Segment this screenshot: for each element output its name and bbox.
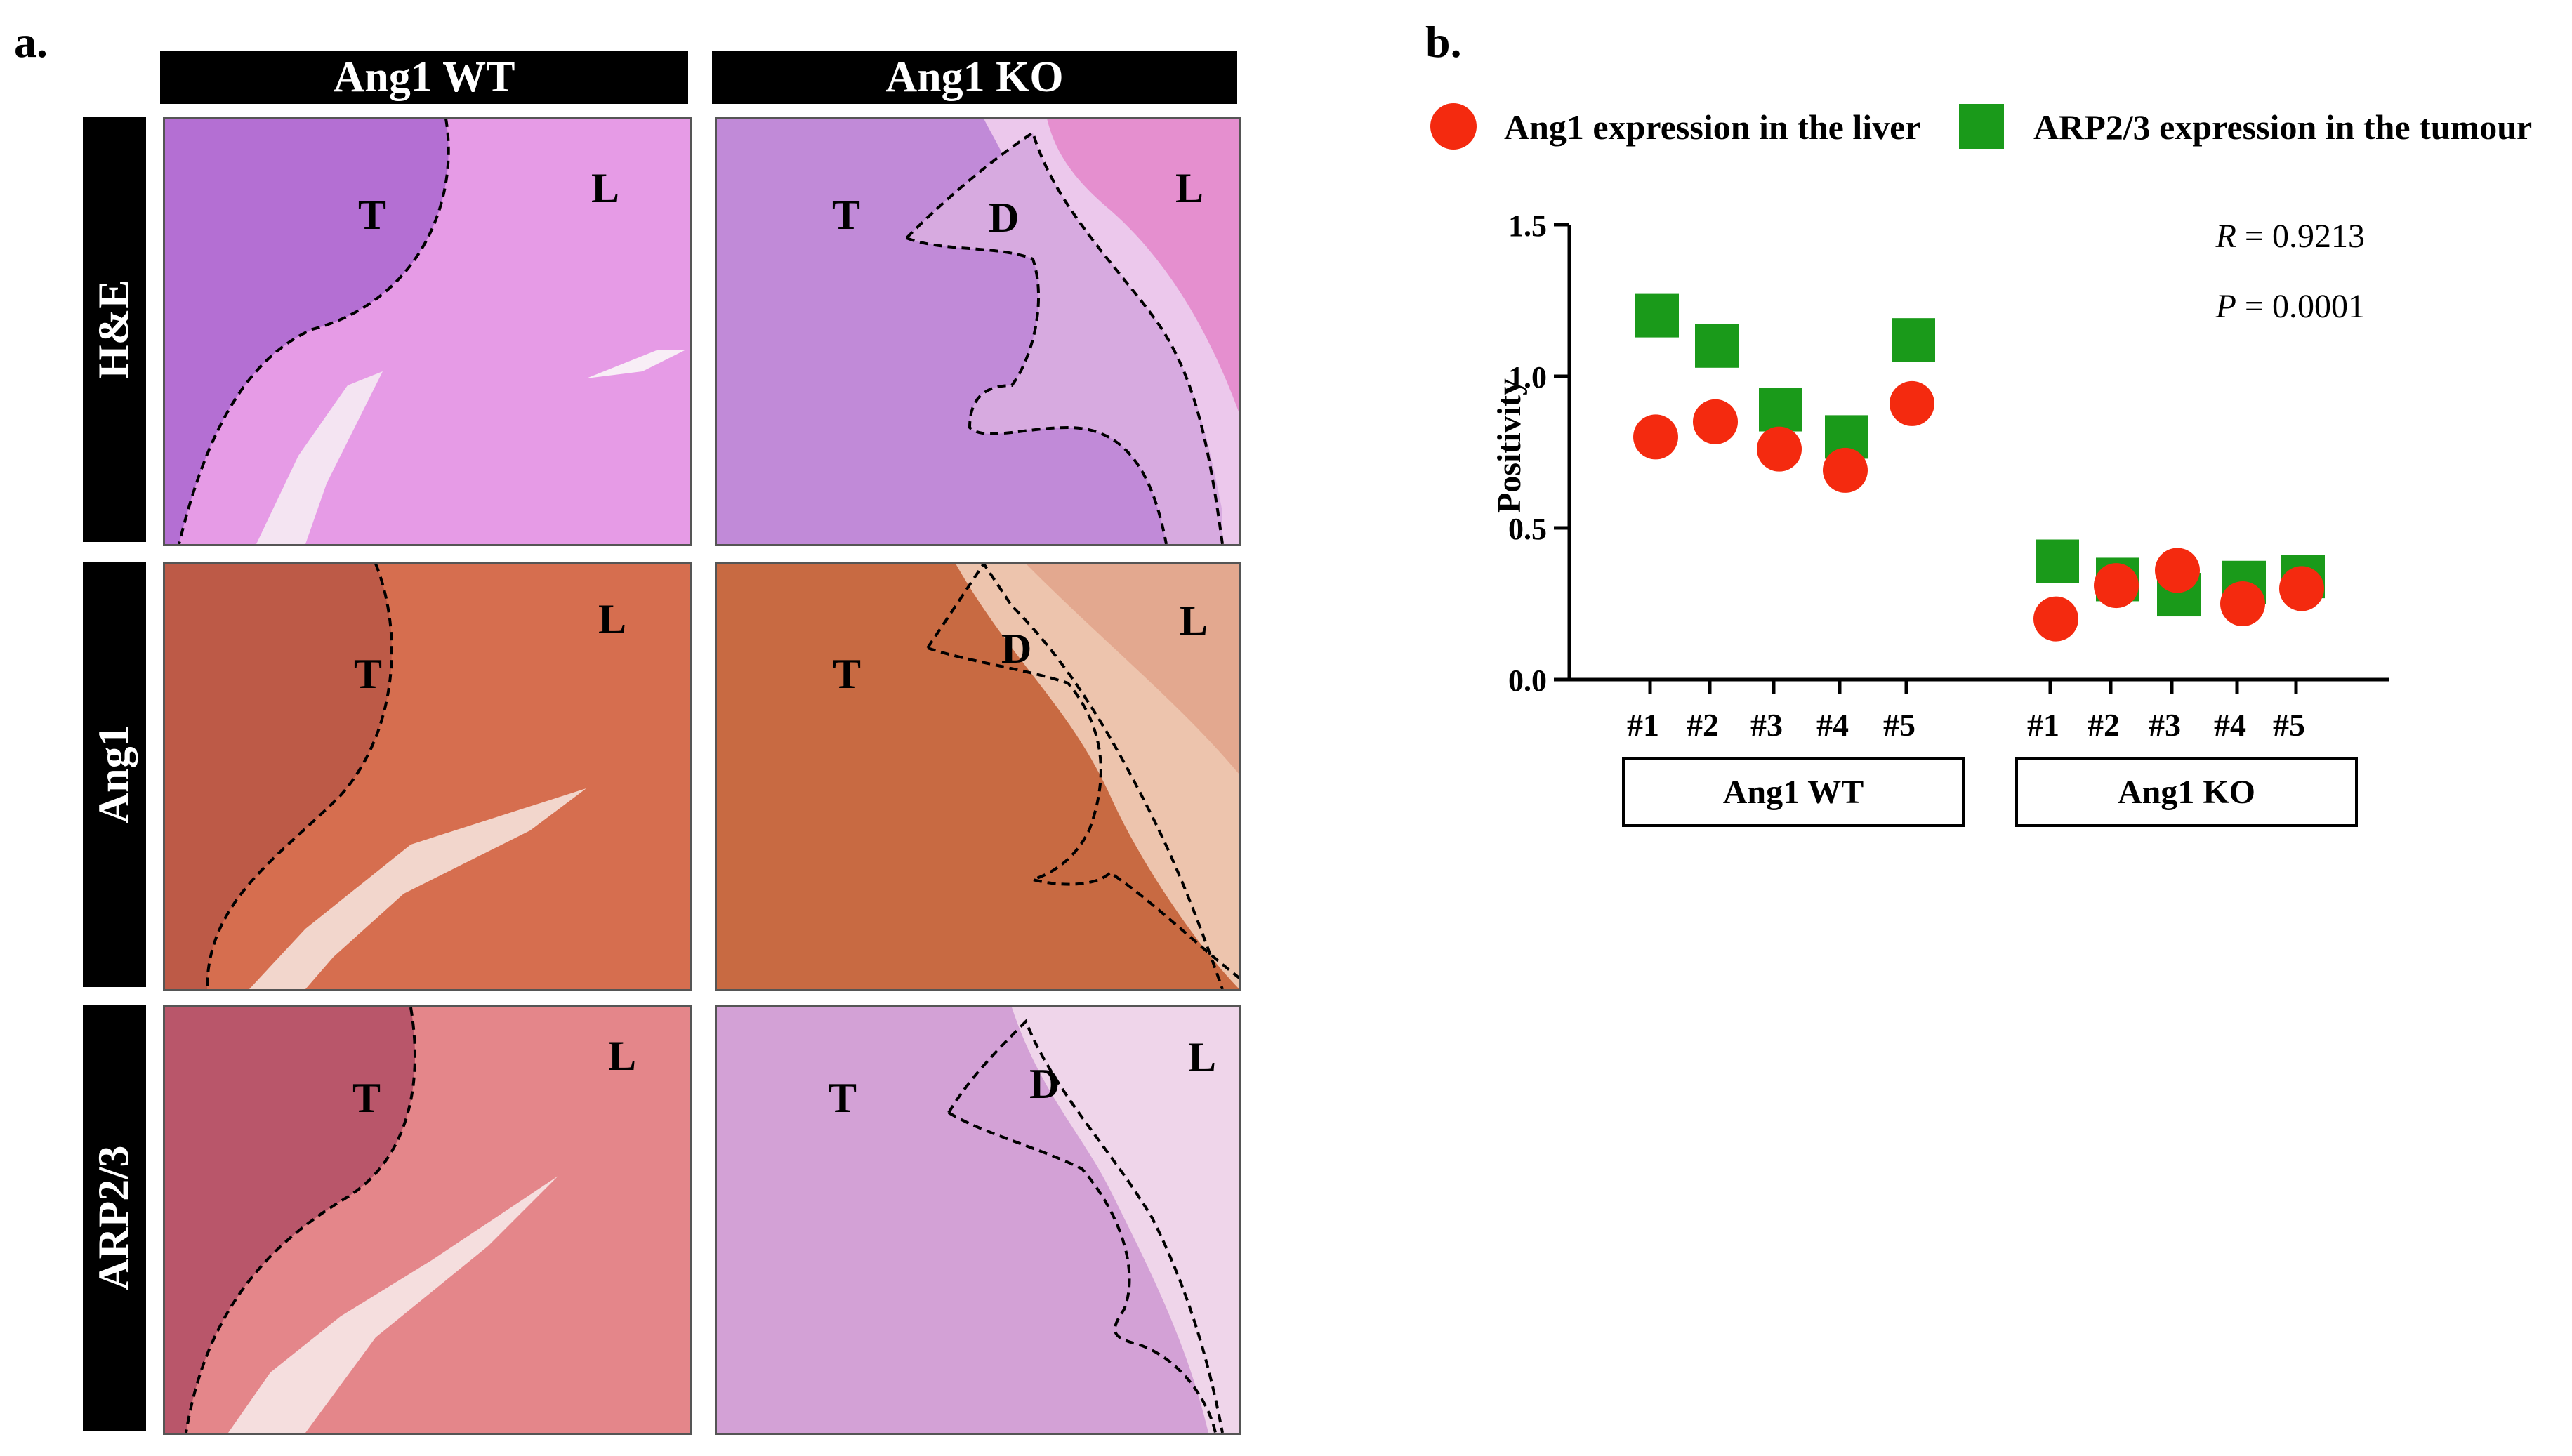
label-tumour-arp23-wt: T: [352, 1075, 381, 1121]
micrograph-arp23-ko: [715, 1005, 1241, 1435]
row-header-ang1: Ang1: [83, 562, 146, 987]
x-tick-label: #5: [1883, 707, 1915, 743]
ang1-point: [1890, 380, 1934, 426]
y-tick-label: 0.5: [1508, 512, 1547, 546]
ang1-point: [2033, 596, 2078, 642]
ang1-point: [2155, 548, 2200, 593]
legend-label-ang1: Ang1 expression in the liver: [1504, 107, 1921, 147]
ang1-point: [2094, 563, 2139, 609]
x-tick-label: #2: [1687, 707, 1719, 743]
p-symbol: P: [2215, 288, 2236, 325]
r-value-annotation: R = 0.9213: [2215, 218, 2365, 255]
x-tick-label: #1: [1627, 707, 1659, 743]
x-tick-label: #4: [2214, 707, 2246, 743]
row-header-arp23-label: ARP2/3: [90, 1145, 138, 1291]
panel-b-label: b.: [1425, 17, 1462, 67]
arp23-point: [2036, 539, 2079, 583]
ang1-point: [1633, 414, 1678, 460]
x-tick-label: #5: [2273, 707, 2305, 743]
y-tick-label: 1.0: [1508, 360, 1547, 395]
label-liver-ang1-wt: L: [598, 596, 627, 642]
label-tumour-ang1-wt: T: [354, 651, 383, 697]
arp23-point: [1635, 293, 1679, 338]
label-liver-ang1-ko: L: [1180, 597, 1208, 644]
y-axis-label: Positivity: [1491, 378, 1528, 513]
x-tick-label: #2: [2088, 707, 2120, 743]
chart-svg: Ang1 expression in the liver ARP2/3 expr…: [1430, 103, 2532, 827]
column-header-ang1-wt: Ang1 WT: [160, 51, 688, 104]
y-tick-label: 1.5: [1508, 209, 1547, 243]
label-tumour-he-ko: T: [832, 192, 861, 238]
label-liver-arp23-ko: L: [1188, 1034, 1217, 1080]
micrograph-arp23-wt: [163, 1005, 692, 1435]
scatter-chart: Ang1 expression in the liver ARP2/3 expr…: [1425, 91, 2563, 849]
micrograph-he-wt: [163, 117, 692, 546]
ang1-point: [1823, 447, 1868, 493]
r-value: = 0.9213: [2236, 218, 2365, 255]
label-liver-he-ko: L: [1175, 165, 1204, 211]
label-dormant-ang1-ko: D: [1001, 626, 1032, 672]
row-header-he-label: H&E: [90, 279, 138, 379]
r-symbol: R: [2215, 218, 2236, 255]
panel-a-label: a.: [14, 17, 48, 67]
legend-marker-arp23: [1959, 104, 2004, 149]
group-label-ko: Ang1 KO: [2118, 774, 2255, 811]
ang1-point: [1693, 399, 1738, 444]
ang1-point: [2279, 566, 2324, 611]
label-tumour-he-wt: T: [358, 192, 387, 238]
column-header-ang1-ko: Ang1 KO: [712, 51, 1237, 104]
group-box-wt: [1622, 757, 1965, 827]
micrograph-he-ko: [715, 117, 1241, 546]
micrograph-ang1-ko: [715, 562, 1241, 991]
group-label-wt: Ang1 WT: [1723, 774, 1864, 811]
data-points: [1633, 293, 2325, 642]
group-box-ko: [2015, 757, 2358, 827]
label-dormant-arp23-ko: D: [1029, 1061, 1060, 1107]
label-dormant-he-ko: D: [989, 194, 1020, 241]
legend-marker-ang1: [1430, 103, 1477, 150]
axes-group: 0.0 0.5 1.0 1.5 #1 #2 #3 #4 #5 #1 #2 #3 #4 #5: [1508, 209, 2389, 743]
p-value-annotation: P = 0.0001: [2215, 288, 2365, 325]
legend-label-arp23: ARP2/3 expression in the tumour: [2033, 107, 2532, 147]
y-tick-label: 0.0: [1508, 663, 1547, 698]
arp23-point: [1759, 388, 1802, 432]
x-tick-label: #1: [2027, 707, 2059, 743]
arp23-point: [1695, 324, 1739, 368]
x-tick-label: #3: [2149, 707, 2181, 743]
row-header-arp23: ARP2/3: [83, 1005, 146, 1431]
label-liver-arp23-wt: L: [608, 1033, 637, 1079]
x-tick-label: #3: [1750, 707, 1783, 743]
row-header-he: H&E: [83, 117, 146, 542]
arp23-point: [1892, 318, 1935, 362]
row-header-ang1-label: Ang1: [90, 724, 138, 824]
label-tumour-ang1-ko: T: [833, 651, 862, 697]
label-tumour-arp23-ko: T: [829, 1075, 857, 1121]
micrograph-ang1-wt: [163, 562, 692, 991]
x-tick-label: #4: [1816, 707, 1849, 743]
p-value: = 0.0001: [2236, 288, 2365, 325]
ang1-point: [1757, 426, 1802, 472]
label-liver-he-wt: L: [591, 165, 620, 211]
ang1-point: [2220, 581, 2265, 626]
